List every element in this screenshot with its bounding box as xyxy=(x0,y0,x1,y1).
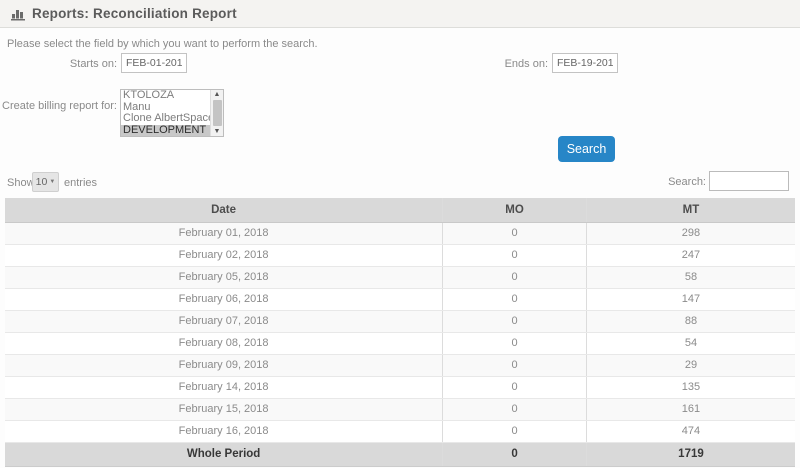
entries-select[interactable]: 10 ▼ xyxy=(32,172,59,192)
cell-mt: 54 xyxy=(585,332,795,355)
cell-date: February 16, 2018 xyxy=(5,420,443,443)
table-row: February 08, 2018 0 54 xyxy=(5,332,795,355)
scrollbar-thumb[interactable] xyxy=(212,100,222,126)
listbox-scrollbar[interactable]: ▲ ▼ xyxy=(210,90,223,136)
chevron-down-icon: ▼ xyxy=(49,179,56,185)
cell-date: February 02, 2018 xyxy=(5,244,443,267)
ends-on-label: Ends on: xyxy=(504,58,548,70)
listbox-option[interactable]: KTOLOZA xyxy=(123,90,175,101)
ends-on-input[interactable] xyxy=(552,53,618,73)
scroll-down-icon[interactable]: ▼ xyxy=(213,128,221,135)
cell-date: February 06, 2018 xyxy=(5,288,443,311)
footer-label: Whole Period xyxy=(5,442,443,467)
table-row: February 06, 2018 0 147 xyxy=(5,288,795,311)
column-header-date[interactable]: Date xyxy=(5,198,443,223)
cell-date: February 05, 2018 xyxy=(5,266,443,289)
listbox-option-selected[interactable]: DEVELOPMENT xyxy=(121,124,210,136)
scroll-up-icon[interactable]: ▲ xyxy=(213,91,221,98)
table-row: February 16, 2018 0 474 xyxy=(5,420,795,443)
cell-mt: 147 xyxy=(585,288,795,311)
cell-mt: 58 xyxy=(585,266,795,289)
page-title: Reports: Reconciliation Report xyxy=(32,6,237,21)
show-entries-label: Show xyxy=(7,177,35,189)
intro-text: Please select the field by which you wan… xyxy=(7,38,318,50)
cell-mt: 474 xyxy=(585,420,795,443)
billing-report-options: KTOLOZA Manu Clone AlbertSpace 1 DEVELOP… xyxy=(121,90,210,136)
cell-date: February 15, 2018 xyxy=(5,398,443,421)
table-row: February 02, 2018 0 247 xyxy=(5,244,795,267)
table-row: February 01, 2018 0 298 xyxy=(5,222,795,245)
cell-date: February 08, 2018 xyxy=(5,332,443,355)
listbox-option[interactable]: Clone AlbertSpace 1 xyxy=(123,113,210,124)
cell-mt: 161 xyxy=(585,398,795,421)
cell-mo: 0 xyxy=(442,244,587,267)
cell-date: February 07, 2018 xyxy=(5,310,443,333)
cell-date: February 01, 2018 xyxy=(5,222,443,245)
table-row: February 05, 2018 0 58 xyxy=(5,266,795,289)
cell-mo: 0 xyxy=(442,376,587,399)
table-footer-row: Whole Period 0 1719 xyxy=(5,442,795,467)
search-button[interactable]: Search xyxy=(558,136,615,162)
bar-chart-icon xyxy=(10,7,26,21)
table-row: February 14, 2018 0 135 xyxy=(5,376,795,399)
table-search-label: Search: xyxy=(668,176,706,188)
cell-mt: 88 xyxy=(585,310,795,333)
table-row: February 15, 2018 0 161 xyxy=(5,398,795,421)
cell-mo: 0 xyxy=(442,354,587,377)
cell-mo: 0 xyxy=(442,222,587,245)
reconciliation-table: Date MO MT February 01, 2018 0 298 Februar… xyxy=(5,198,795,467)
cell-mo: 0 xyxy=(442,288,587,311)
cell-mt: 29 xyxy=(585,354,795,377)
cell-mo: 0 xyxy=(442,310,587,333)
starts-on-label: Starts on: xyxy=(69,58,117,70)
cell-mo: 0 xyxy=(442,398,587,421)
cell-mt: 247 xyxy=(585,244,795,267)
table-header-row: Date MO MT xyxy=(5,198,795,223)
billing-report-listbox[interactable]: KTOLOZA Manu Clone AlbertSpace 1 DEVELOP… xyxy=(120,89,224,137)
starts-on-input[interactable] xyxy=(121,53,187,73)
column-header-mt[interactable]: MT xyxy=(585,198,795,223)
column-header-mo[interactable]: MO xyxy=(442,198,587,223)
cell-mo: 0 xyxy=(442,266,587,289)
table-row: February 09, 2018 0 29 xyxy=(5,354,795,377)
cell-mo: 0 xyxy=(442,332,587,355)
footer-mo-total: 0 xyxy=(442,442,587,467)
listbox-option[interactable]: Manu xyxy=(123,101,151,113)
cell-date: February 14, 2018 xyxy=(5,376,443,399)
entries-suffix-label: entries xyxy=(64,177,98,189)
cell-mt: 135 xyxy=(585,376,795,399)
cell-date: February 09, 2018 xyxy=(5,354,443,377)
page-header: Reports: Reconciliation Report xyxy=(0,0,800,28)
footer-mt-total: 1719 xyxy=(585,442,795,467)
entries-select-value: 10 xyxy=(35,176,48,188)
cell-mt: 298 xyxy=(585,222,795,245)
billing-report-label: Create billing report for: xyxy=(2,100,117,112)
cell-mo: 0 xyxy=(442,420,587,443)
table-search-input[interactable] xyxy=(709,171,789,191)
table-row: February 07, 2018 0 88 xyxy=(5,310,795,333)
